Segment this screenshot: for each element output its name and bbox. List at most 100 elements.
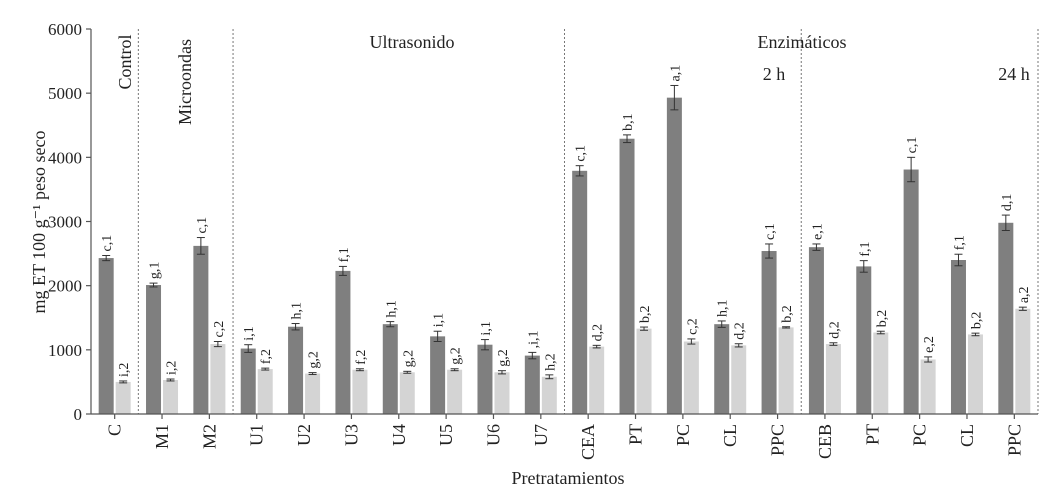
category-label: U2 bbox=[294, 424, 314, 446]
y-tick-label: 5000 bbox=[48, 84, 82, 103]
category-label: PC bbox=[910, 424, 930, 446]
data-label: b,1 bbox=[621, 113, 636, 131]
category-label: PT bbox=[626, 424, 646, 445]
y-ticks: 0 1000 2000 3000 4000 5000 6000 bbox=[48, 20, 91, 424]
bar-u2-s2 bbox=[305, 373, 321, 414]
bar-c-s2 bbox=[115, 381, 131, 414]
data-label: c,1 bbox=[905, 137, 920, 154]
category-label: U7 bbox=[531, 424, 551, 446]
y-tick-label: 2000 bbox=[48, 277, 82, 296]
data-label: b,2 bbox=[875, 310, 890, 328]
data-label: d,2 bbox=[591, 324, 606, 342]
section-label-ultrasonido: Ultrasonido bbox=[370, 32, 455, 52]
bar-ceb-s1 bbox=[808, 247, 824, 414]
y-tick-label: 1000 bbox=[48, 341, 82, 360]
bar-m1-s2 bbox=[163, 379, 179, 414]
data-label: c,1 bbox=[100, 235, 115, 252]
data-label: b,2 bbox=[969, 312, 984, 330]
category-label: U3 bbox=[341, 424, 361, 446]
data-label: h,1 bbox=[290, 302, 305, 320]
section-label-control: Control bbox=[115, 34, 135, 89]
bar-pt-s2 bbox=[636, 328, 652, 414]
x-axis-title: Pretratamientos bbox=[512, 468, 625, 488]
bar-pt-s1 bbox=[856, 266, 872, 414]
bar-cl-s2 bbox=[731, 345, 747, 414]
section-dividers bbox=[137, 29, 1039, 414]
bar-cea-s2 bbox=[589, 346, 605, 414]
data-label: i,1 bbox=[432, 313, 447, 327]
category-label: CL bbox=[720, 424, 740, 447]
bars-layer bbox=[98, 97, 1031, 415]
bar-m2-s2 bbox=[210, 344, 226, 414]
y-tick-label: 3000 bbox=[48, 213, 82, 232]
bar-m1-s1 bbox=[146, 285, 162, 414]
data-label: d,2 bbox=[827, 321, 842, 339]
bar-m2-s1 bbox=[193, 245, 209, 414]
bar-ppc-s2 bbox=[778, 327, 794, 414]
data-label: c,1 bbox=[763, 223, 778, 240]
bar-pc-s2 bbox=[920, 359, 936, 414]
data-label: h,1 bbox=[716, 299, 731, 317]
category-label: CEA bbox=[578, 424, 598, 460]
y-axis-title: mg ET 100 g⁻¹ peso seco bbox=[29, 130, 49, 313]
bar-ppc-s2 bbox=[1015, 308, 1031, 414]
data-label: c,1 bbox=[574, 145, 589, 162]
bar-cl-s1 bbox=[950, 260, 966, 414]
data-label: i,1 bbox=[242, 326, 257, 340]
category-labels: C M1 M2 U1 U2 U3 U4 U5 U6 U7 CEA PT PC CL PPC CEB PT PC CL… bbox=[105, 414, 1024, 460]
bar-u2-s1 bbox=[288, 326, 304, 414]
data-label: a,1 bbox=[668, 65, 683, 82]
data-label: c,2 bbox=[212, 321, 227, 338]
bar-u5-s1 bbox=[430, 336, 446, 414]
bar-pt-s2 bbox=[873, 332, 889, 414]
data-label: g,1 bbox=[148, 262, 163, 280]
bar-u7-s1 bbox=[524, 355, 540, 414]
data-label: a,2 bbox=[1017, 286, 1032, 303]
data-labels-layer: c,1i,2g,1i,2c,1c,2 i,1f,2h,1g,2f,1f,2h,1g… bbox=[100, 65, 1032, 377]
data-label: d,2 bbox=[733, 322, 748, 340]
bar-u1-s2 bbox=[257, 369, 273, 414]
data-label: f,1 bbox=[952, 235, 967, 250]
bar-cea-s1 bbox=[572, 170, 588, 414]
data-label: f,2 bbox=[259, 349, 274, 364]
data-label: g,2 bbox=[307, 351, 322, 369]
data-label: e,2 bbox=[922, 336, 937, 353]
category-label: U6 bbox=[483, 424, 503, 446]
data-label: d,1 bbox=[1000, 194, 1015, 212]
data-label: b,2 bbox=[638, 306, 653, 324]
data-label: h,1 bbox=[384, 300, 399, 318]
category-label: U1 bbox=[247, 424, 267, 446]
section-label-2h: 2 h bbox=[763, 64, 786, 84]
bar-u6-s2 bbox=[494, 372, 510, 414]
data-label: i,2 bbox=[165, 361, 180, 375]
data-label: e,1 bbox=[810, 223, 825, 240]
data-label: f,1 bbox=[337, 247, 352, 262]
bar-pc-s1 bbox=[666, 97, 682, 415]
section-label-microondas: Microondas bbox=[175, 39, 195, 125]
data-label: g,2 bbox=[449, 347, 464, 365]
bar-pc-s2 bbox=[683, 341, 699, 414]
data-label: i,1 bbox=[479, 321, 494, 335]
data-label: c,1 bbox=[195, 217, 210, 234]
bar-u4-s1 bbox=[382, 324, 398, 414]
bar-u7-s2 bbox=[541, 376, 557, 414]
data-label: c,2 bbox=[685, 318, 700, 335]
category-label: PPC bbox=[768, 424, 788, 456]
y-tick-label: 0 bbox=[74, 405, 83, 424]
bar-u6-s1 bbox=[477, 344, 493, 414]
section-label-enzimaticos: Enzimáticos bbox=[758, 32, 847, 52]
category-label: CEB bbox=[815, 424, 835, 459]
data-label: b,2 bbox=[780, 305, 795, 323]
bar-cl-s1 bbox=[714, 324, 730, 414]
bar-pc-s1 bbox=[903, 169, 919, 414]
category-label: PPC bbox=[1004, 424, 1024, 456]
bar-u5-s2 bbox=[447, 369, 463, 414]
category-label: PT bbox=[862, 424, 882, 445]
bar-ceb-s2 bbox=[825, 344, 841, 414]
bar-ppc-s1 bbox=[761, 251, 777, 414]
y-tick-label: 6000 bbox=[48, 20, 82, 39]
data-label: g,2 bbox=[401, 350, 416, 368]
data-label: i,2 bbox=[117, 363, 132, 377]
category-label: PC bbox=[673, 424, 693, 446]
